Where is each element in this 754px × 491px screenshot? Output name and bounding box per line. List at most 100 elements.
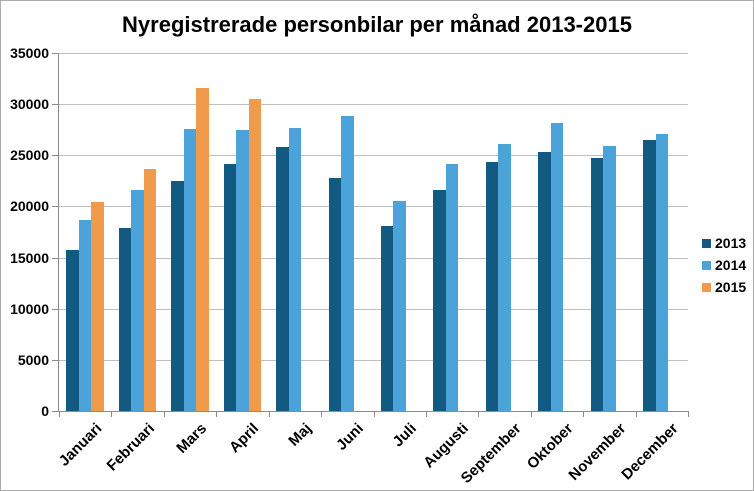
- x-axis-label-mars: Mars: [173, 420, 211, 457]
- category-group-juli: [374, 53, 426, 411]
- category-group-april: [216, 53, 268, 411]
- legend-swatch-2015: [702, 282, 711, 292]
- x-axis-tick: [111, 412, 113, 417]
- x-axis-tick: [425, 412, 427, 417]
- bar-2013-april: [223, 163, 237, 411]
- bar-2014-juli: [393, 201, 406, 411]
- bar-2014-mars: [183, 128, 197, 411]
- category-group-februari: [111, 53, 163, 411]
- bar-2013-juli: [380, 225, 394, 411]
- x-axis-tick: [530, 412, 532, 417]
- bar-2015-mars: [196, 87, 209, 411]
- legend-swatch-2013: [702, 238, 711, 248]
- gridline: [59, 308, 688, 310]
- y-axis-tick: [52, 308, 58, 310]
- gridline: [59, 53, 688, 54]
- y-axis-label: 10000: [10, 300, 49, 317]
- x-axis-line: [58, 411, 689, 412]
- x-axis-label-januari: Januari: [55, 420, 106, 470]
- gridline: [59, 359, 688, 361]
- bar-2014-februari: [131, 190, 144, 411]
- y-axis-tick: [52, 359, 58, 361]
- bar-2014-augusti: [445, 163, 459, 411]
- y-axis-tick: [52, 104, 58, 106]
- x-axis-tick: [635, 412, 637, 417]
- bar-2013-januari: [66, 250, 79, 411]
- y-axis-label: 0: [41, 403, 49, 419]
- legend-swatch-2014: [702, 260, 711, 270]
- y-axis-tick: [52, 257, 58, 259]
- legend-item-2014: 2014: [702, 257, 746, 273]
- bar-2014-januari: [78, 219, 92, 411]
- x-axis-tick: [321, 412, 323, 417]
- bar-2014-maj: [288, 127, 302, 411]
- category-group-januari: [59, 53, 111, 411]
- x-axis-label-augusti: Augusti: [420, 420, 473, 472]
- x-axis-tick: [478, 412, 480, 417]
- legend-label-2013: 2013: [715, 235, 747, 251]
- category-group-december: [636, 53, 688, 411]
- bar-2013-mars: [171, 180, 184, 411]
- bar-2014-juni: [341, 116, 354, 411]
- x-axis-tick: [216, 412, 218, 417]
- bar-2013-september: [485, 162, 499, 411]
- x-axis-tick: [59, 412, 60, 417]
- x-axis-label-juni: Juni: [333, 420, 368, 454]
- category-group-mars: [164, 53, 216, 411]
- x-axis-label-februari: Februari: [103, 420, 158, 475]
- bar-2013-november: [590, 158, 604, 411]
- category-group-november: [583, 53, 635, 411]
- y-axis-label: 25000: [10, 147, 49, 164]
- x-axis-label-april: April: [226, 420, 263, 457]
- x-axis-tick: [268, 412, 270, 417]
- category-group-augusti: [426, 53, 478, 411]
- legend: 2013 2014 2015: [702, 235, 746, 301]
- x-axis-label-maj: Maj: [285, 420, 315, 450]
- y-axis-label: 5000: [17, 351, 49, 368]
- y-axis-tick: [52, 155, 58, 157]
- bar-2014-september: [498, 144, 511, 411]
- bar-2013-oktober: [538, 152, 551, 411]
- category-group-oktober: [531, 53, 583, 411]
- bar-2013-juni: [328, 177, 342, 411]
- x-axis-label-juli: Juli: [389, 420, 420, 451]
- y-axis-tick: [52, 411, 58, 412]
- x-axis-tick: [373, 412, 375, 417]
- gridline: [59, 257, 688, 259]
- x-axis-tick: [163, 412, 165, 417]
- legend-item-2015: 2015: [702, 279, 746, 295]
- legend-item-2013: 2013: [702, 235, 746, 251]
- category-group-juni: [321, 53, 373, 411]
- y-axis-label: 20000: [10, 198, 49, 215]
- y-axis-label: 35000: [10, 45, 49, 61]
- category-group-september: [478, 53, 530, 411]
- x-axis-label-december: December: [618, 420, 682, 484]
- bar-2015-april: [248, 99, 262, 411]
- bar-2014-april: [236, 129, 249, 411]
- bar-2013-maj: [276, 147, 289, 411]
- legend-label-2015: 2015: [715, 279, 747, 295]
- bar-2013-augusti: [433, 190, 446, 411]
- bar-2014-december: [655, 133, 669, 411]
- bar-2013-december: [643, 139, 656, 411]
- gridline: [59, 206, 688, 208]
- gridline: [59, 155, 688, 157]
- y-axis-label: 30000: [10, 96, 49, 113]
- y-axis-line: [58, 53, 59, 412]
- chart-title: Nyregistrerade personbilar per månad 201…: [122, 12, 632, 37]
- bar-2015-januari: [91, 202, 104, 411]
- y-axis-tick: [52, 206, 58, 208]
- x-axis-tick: [688, 412, 689, 417]
- legend-label-2014: 2014: [715, 257, 747, 273]
- y-axis-label: 15000: [10, 249, 49, 266]
- bar-2014-oktober: [550, 122, 564, 411]
- bar-2015-februari: [143, 168, 157, 411]
- x-axis-label-oktober: Oktober: [524, 420, 578, 473]
- y-axis-tick: [52, 53, 58, 54]
- category-group-maj: [269, 53, 321, 411]
- x-axis-tick: [583, 412, 585, 417]
- gridline: [59, 104, 688, 106]
- bar-2013-februari: [118, 227, 132, 411]
- bar-2014-november: [603, 146, 616, 411]
